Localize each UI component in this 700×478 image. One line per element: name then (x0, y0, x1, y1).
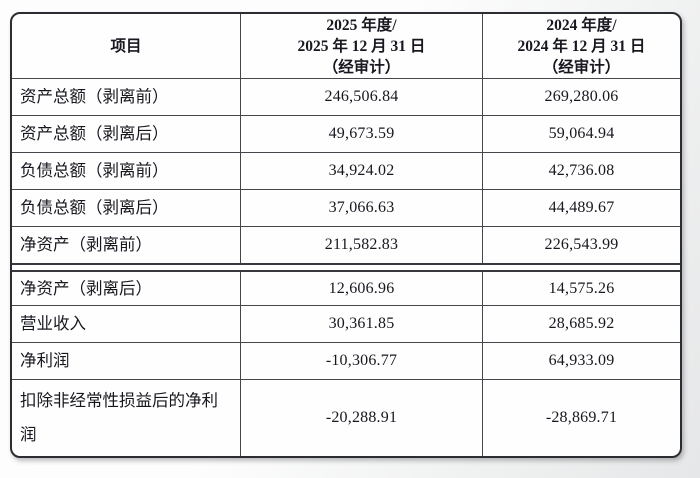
row-label: 净利润 (12, 343, 241, 379)
table-row-total-liabilities-post: 负债总额（剥离后） 37,066.63 44,489.67 (12, 189, 680, 226)
row-label: 扣除非经常性损益后的净利润 (12, 380, 241, 456)
table-section-lower: 净资产（剥离后） 12,606.96 14,575.26 营业收入 30,361… (12, 270, 680, 456)
table-row-net-profit-after-nonrecurring: 扣除非经常性损益后的净利润 -20,288.91 -28,869.71 (12, 379, 680, 456)
header-2025-line2: 2025 年 12 月 31 日 (297, 37, 426, 55)
row-label: 负债总额（剥离前） (12, 153, 241, 189)
row-label: 净资产（剥离前） (12, 227, 241, 263)
row-value-2024: -28,869.71 (545, 409, 618, 426)
financial-table-card: 项目 2025 年度/ 2025 年 12 月 31 日 （经审计） 2024 … (10, 12, 682, 458)
row-label: 净资产（剥离后） (12, 272, 241, 305)
row-value-2025: 34,924.02 (241, 153, 483, 189)
row-label: 资产总额（剥离后） (12, 116, 241, 152)
table-row-operating-revenue: 营业收入 30,361.85 28,685.92 (12, 305, 680, 342)
header-cell-2025: 2025 年度/ 2025 年 12 月 31 日 （经审计） (241, 14, 483, 78)
header-cell-2024: 2024 年度/ 2024 年 12 月 31 日 （经审计） (483, 14, 680, 78)
header-2024-line1: 2024 年度/ (546, 16, 617, 34)
row-value-2024: 59,064.94 (548, 125, 615, 142)
row-value-2024: 269,280.06 (544, 88, 619, 105)
header-2024-line3: （经审计） (542, 58, 621, 76)
row-value-2024: 44,489.67 (548, 199, 615, 216)
table-header-row: 项目 2025 年度/ 2025 年 12 月 31 日 （经审计） 2024 … (12, 14, 680, 78)
header-2025-line3: （经审计） (322, 58, 401, 76)
table-row-total-assets-pre: 资产总额（剥离前） 246,506.84 269,280.06 (12, 78, 680, 115)
row-value-2024: 14,575.26 (548, 279, 615, 297)
row-value-2024: 64,933.09 (548, 352, 615, 369)
table-row-total-assets-post: 资产总额（剥离后） 49,673.59 59,064.94 (12, 115, 680, 152)
row-value-2025: 246,506.84 (241, 79, 483, 115)
row-value-2025: 211,582.83 (241, 227, 483, 263)
table-row-total-liabilities-pre: 负债总额（剥离前） 34,924.02 42,736.08 (12, 152, 680, 189)
row-value-2025: 30,361.85 (241, 306, 483, 342)
row-value-2025: 37,066.63 (241, 190, 483, 226)
row-value-2024: 226,543.99 (544, 236, 619, 253)
row-value-2024: 42,736.08 (548, 162, 615, 179)
row-value-2025: 12,606.96 (241, 272, 483, 305)
header-2024-line2: 2024 年 12 月 31 日 (517, 37, 646, 55)
header-cell-item: 项目 (12, 14, 241, 78)
table-row-net-assets-post: 净资产（剥离后） 12,606.96 14,575.26 (12, 272, 680, 305)
table-section-upper: 项目 2025 年度/ 2025 年 12 月 31 日 （经审计） 2024 … (12, 14, 680, 265)
row-label: 资产总额（剥离前） (12, 79, 241, 115)
row-value-2025: -20,288.91 (241, 380, 483, 456)
header-2025-line1: 2025 年度/ (326, 16, 397, 34)
row-value-2025: 49,673.59 (241, 116, 483, 152)
row-label: 营业收入 (12, 306, 241, 342)
header-item-label: 项目 (110, 37, 142, 55)
table-row-net-profit: 净利润 -10,306.77 64,933.09 (12, 342, 680, 379)
table-row-net-assets-pre: 净资产（剥离前） 211,582.83 226,543.99 (12, 226, 680, 263)
row-label: 负债总额（剥离后） (12, 190, 241, 226)
row-value-2025: -10,306.77 (241, 343, 483, 379)
row-value-2024: 28,685.92 (548, 315, 615, 332)
